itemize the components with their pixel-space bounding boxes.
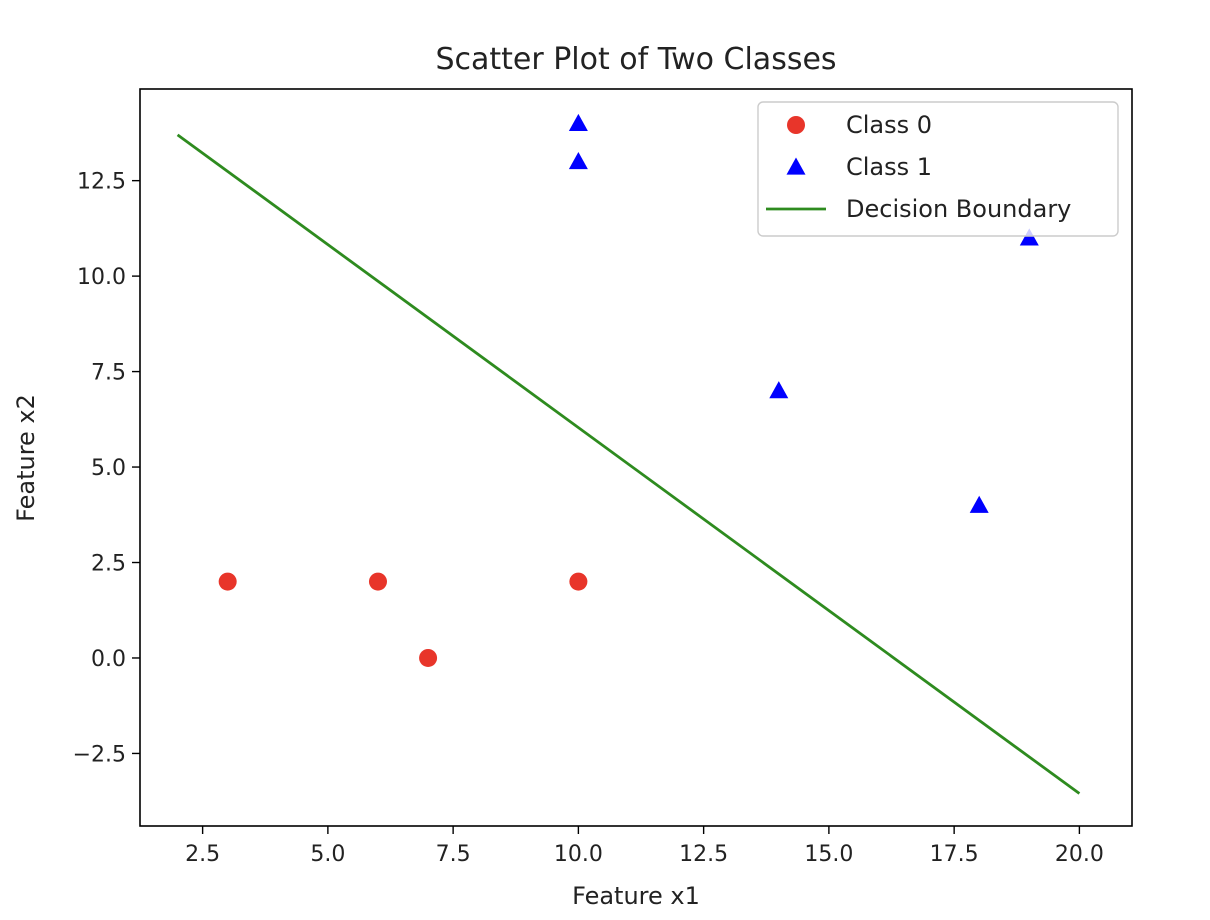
plot-area	[176, 113, 1081, 795]
y-tick-label: 0.0	[91, 647, 126, 672]
y-tick-label: −2.5	[73, 742, 126, 767]
x-tick-label: 10.0	[554, 842, 603, 867]
x-tick-label: 17.5	[930, 842, 979, 867]
x-axis-label: Feature x1	[572, 882, 700, 910]
class-1-point	[568, 152, 588, 170]
y-tick-label: 10.0	[77, 265, 126, 290]
legend-label: Class 1	[846, 153, 932, 181]
legend-box	[757, 101, 1119, 237]
legend-label: Decision Boundary	[846, 195, 1071, 223]
x-tick-label: 12.5	[679, 842, 728, 867]
y-tick-label: 5.0	[91, 456, 126, 481]
class-0-point	[218, 572, 237, 591]
x-tick-label: 7.5	[436, 842, 471, 867]
y-tick-label: 7.5	[91, 361, 126, 386]
class-0-point	[368, 572, 387, 591]
x-tick-label: 2.5	[185, 842, 220, 867]
x-tick-label: 15.0	[804, 842, 853, 867]
class-0-point	[569, 572, 588, 591]
class-0-point	[419, 648, 438, 667]
y-tick-label: 2.5	[91, 552, 126, 577]
chart-title: Scatter Plot of Two Classes	[435, 42, 836, 77]
class-1-point	[568, 113, 588, 131]
axes-frame	[139, 88, 1133, 827]
legend-label: Class 0	[846, 111, 932, 139]
legend-circle-swatch	[787, 116, 805, 134]
class-1-point	[969, 495, 989, 513]
axis-ticks: 2.5 5.0 7.5 10.0 12.5 15.0 17.5 20.0 −2.5 0.0 2.5 5…	[73, 170, 1104, 867]
y-tick-label: 12.5	[77, 170, 126, 195]
class-1-point	[1019, 228, 1039, 246]
x-tick-label: 20.0	[1055, 842, 1104, 867]
class-1-point	[769, 381, 789, 399]
y-axis-label: Feature x2	[12, 394, 40, 522]
legend-triangle-swatch	[786, 157, 806, 175]
x-tick-label: 5.0	[310, 842, 345, 867]
decision-boundary-line	[176, 133, 1081, 795]
legend: Class 0 Class 1 Decision Boundary	[757, 101, 1119, 237]
